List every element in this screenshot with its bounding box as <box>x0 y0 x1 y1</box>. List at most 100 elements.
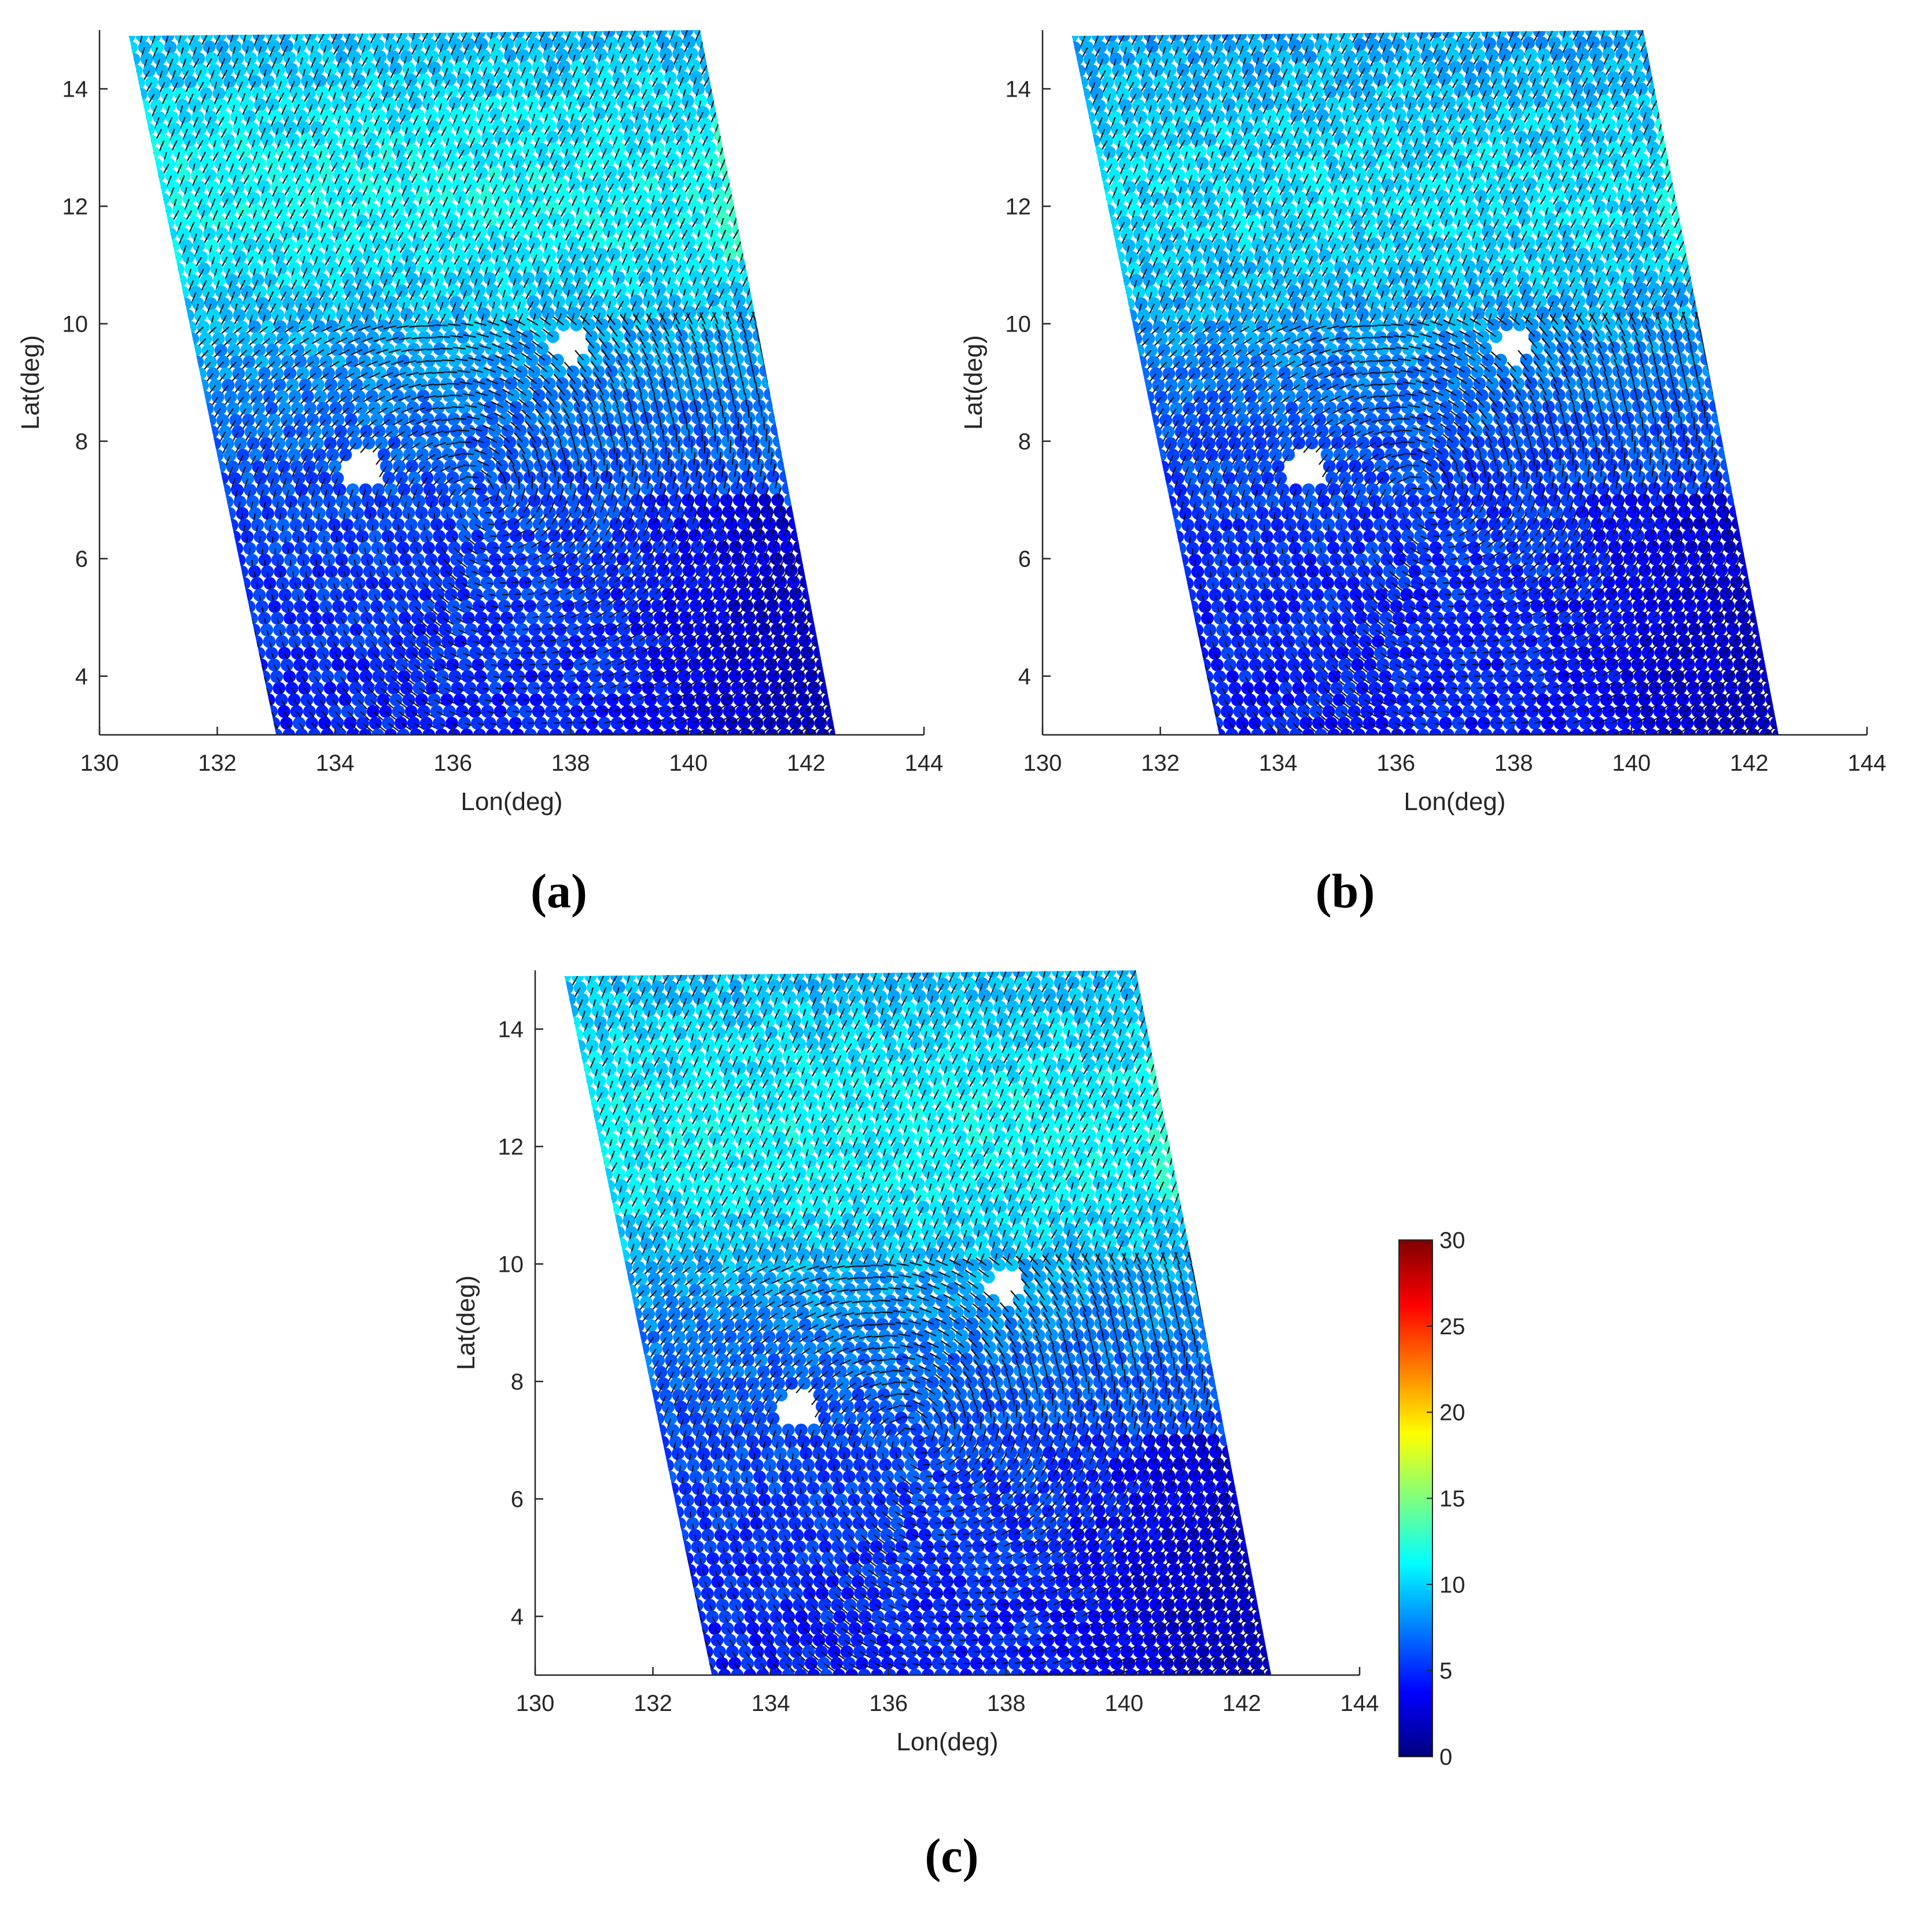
wind-arrow <box>410 103 417 115</box>
wind-arrow <box>621 253 628 266</box>
wind-arrow <box>653 394 658 407</box>
wind-arrow <box>235 69 241 82</box>
wind-arrow <box>444 371 458 373</box>
wind-arrow <box>631 464 634 477</box>
wind-arrow <box>574 148 581 161</box>
wind-point <box>651 142 665 154</box>
wind-arrow <box>682 405 686 418</box>
wind-arrow <box>576 452 580 466</box>
wind-arrow <box>451 301 456 315</box>
wind-arrow <box>426 314 433 326</box>
wind-arrow <box>256 303 264 315</box>
wind-arrow <box>474 449 487 455</box>
wind-arrow <box>644 464 647 477</box>
wind-point <box>213 30 226 42</box>
wind-arrow <box>330 34 337 46</box>
wind-arrow <box>187 35 195 47</box>
wind-arrow <box>569 429 575 443</box>
wind-arrow <box>213 93 220 106</box>
wind-arrow <box>434 324 448 326</box>
wind-point <box>215 285 228 299</box>
wind-arrow <box>741 323 747 336</box>
wind-arrow <box>603 452 605 466</box>
wind-arrow <box>336 57 343 69</box>
wind-arrow <box>676 382 681 395</box>
wind-arrow <box>617 30 623 43</box>
wind-arrow <box>167 58 174 71</box>
wind-arrow <box>223 139 230 153</box>
wind-arrow <box>491 184 498 197</box>
wind-arrow <box>207 186 213 199</box>
wind-arrow <box>388 348 402 354</box>
wind-arrow <box>586 441 590 454</box>
wind-arrow <box>538 31 545 44</box>
wind-arrow <box>333 325 345 332</box>
wind-arrow <box>375 454 385 465</box>
wind-arrow <box>699 312 706 325</box>
wind-arrow <box>590 160 596 172</box>
wind-arrow <box>483 208 489 220</box>
wind-arrow <box>436 395 450 398</box>
wind-arrow <box>205 116 212 129</box>
wind-arrow <box>645 242 651 255</box>
wind-arrow <box>472 219 479 232</box>
wind-point <box>148 30 161 42</box>
wind-arrow <box>139 117 147 129</box>
wind-arrow <box>746 463 750 477</box>
wind-arrow <box>416 418 429 425</box>
wind-arrow <box>187 280 194 293</box>
wind-arrow <box>456 429 469 432</box>
wind-arrow <box>576 90 583 102</box>
wind-arrow <box>499 377 511 385</box>
wind-arrow <box>322 57 329 69</box>
wind-arrow <box>237 81 244 94</box>
wind-arrow <box>507 354 520 361</box>
wind-arrow <box>399 489 405 502</box>
wind-arrow <box>465 345 478 349</box>
wind-arrow <box>441 418 454 421</box>
wind-arrow <box>170 257 176 270</box>
wind-arrow <box>158 140 165 153</box>
wind-point <box>130 64 143 78</box>
wind-arrow <box>401 407 414 414</box>
wind-arrow <box>425 243 432 256</box>
wind-arrow <box>583 429 588 443</box>
wind-arrow <box>694 30 701 42</box>
wind-arrow <box>283 57 290 70</box>
wind-arrow <box>812 606 821 618</box>
wind-arrow <box>617 230 623 243</box>
wind-arrow <box>655 406 660 419</box>
wind-arrow <box>772 463 776 477</box>
wind-point <box>434 30 447 39</box>
wind-arrow <box>629 30 636 43</box>
wind-arrow <box>586 395 594 407</box>
wind-arrow <box>290 150 297 163</box>
wind-arrow <box>268 46 275 58</box>
wind-arrow <box>649 325 657 337</box>
wind-arrow <box>491 401 503 408</box>
wind-arrow <box>801 546 808 559</box>
wind-arrow <box>574 78 580 91</box>
wind-arrow <box>716 440 719 454</box>
wind-point <box>238 577 251 590</box>
wind-arrow <box>319 478 326 491</box>
wind-arrow <box>570 254 576 267</box>
wind-arrow <box>565 418 573 431</box>
wind-arrow <box>353 360 365 368</box>
wind-arrow <box>289 80 295 93</box>
wind-arrow <box>233 186 240 199</box>
wind-arrow <box>731 335 736 348</box>
wind-point <box>382 30 395 40</box>
wind-point <box>786 505 800 518</box>
wind-arrow <box>196 198 203 211</box>
wind-arrow <box>512 289 519 302</box>
wind-arrow <box>675 194 681 207</box>
wind-arrow <box>598 337 607 349</box>
wind-arrow <box>625 337 634 348</box>
wind-arrow <box>205 432 213 444</box>
wind-arrow <box>428 418 441 423</box>
wind-arrow <box>552 419 559 431</box>
wind-arrow <box>633 313 642 325</box>
wind-arrow <box>745 393 747 406</box>
wind-arrow <box>433 441 446 448</box>
